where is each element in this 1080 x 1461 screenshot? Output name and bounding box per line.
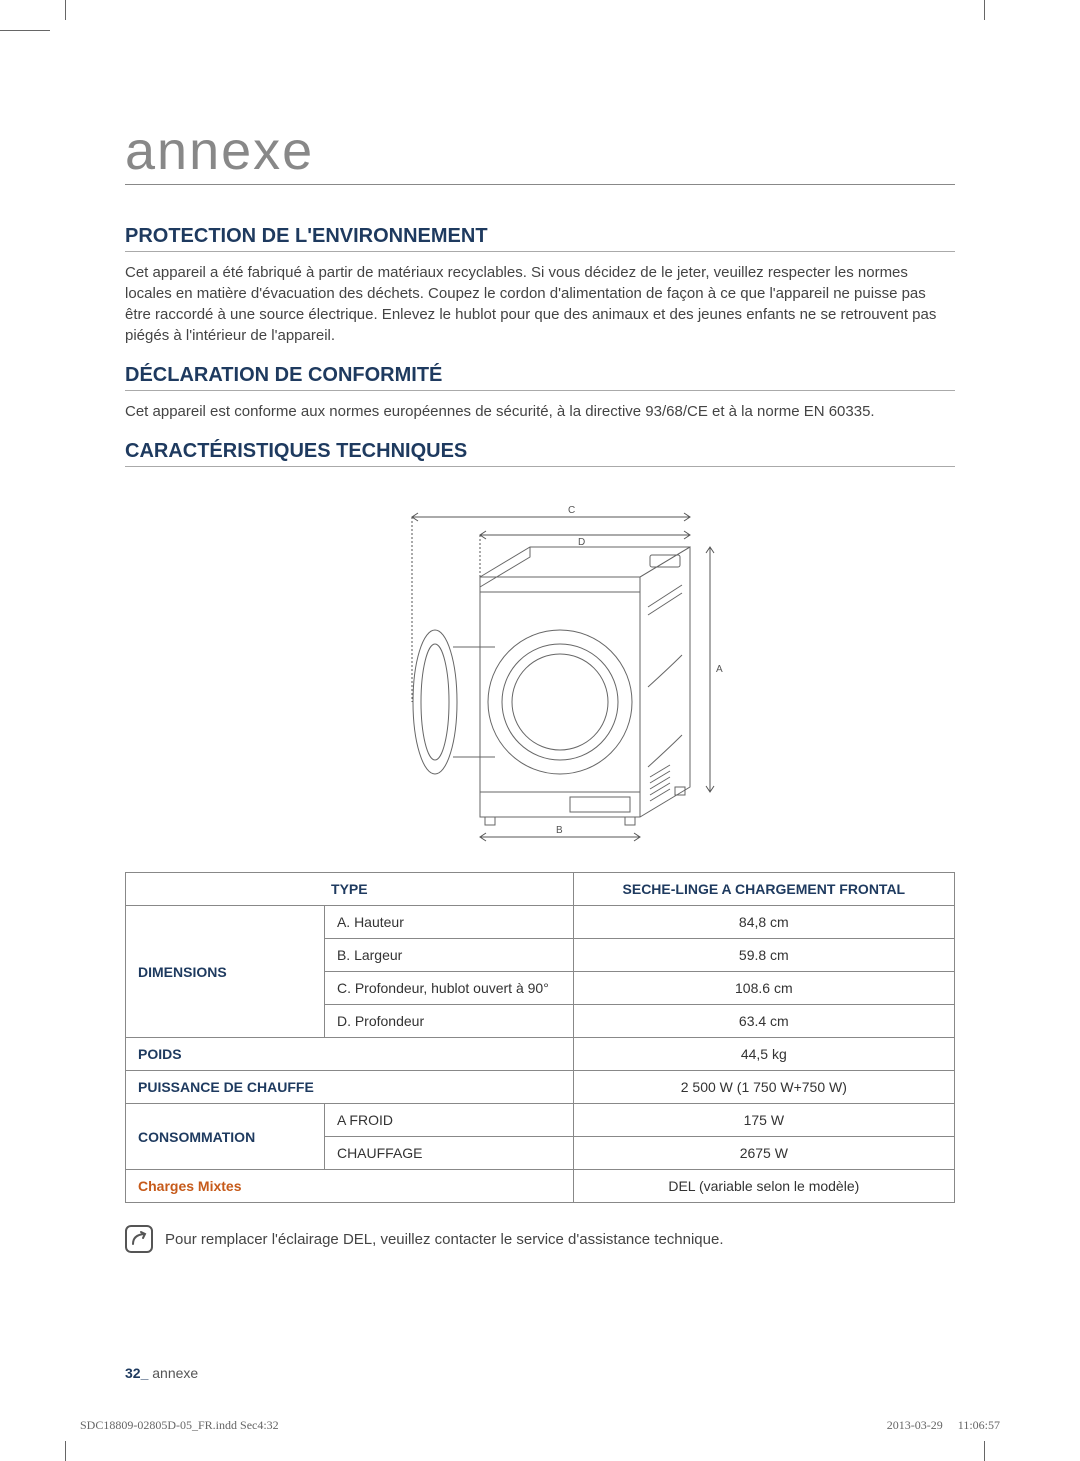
- cons-froid-value: 175 W: [573, 1104, 954, 1137]
- specs-table: TYPE SECHE-LINGE A CHARGEMENT FRONTAL DI…: [125, 872, 955, 1203]
- dim-c-value: 108.6 cm: [573, 972, 954, 1005]
- environment-heading: PROTECTION DE L'ENVIRONNEMENT: [125, 225, 955, 252]
- footer-section: annexe: [152, 1365, 198, 1381]
- puissance-label: PUISSANCE DE CHAUFFE: [126, 1071, 574, 1104]
- consommation-label: CONSOMMATION: [126, 1104, 325, 1170]
- dim-b-value: 59.8 cm: [573, 939, 954, 972]
- conformity-heading: DÉCLARATION DE CONFORMITÉ: [125, 364, 955, 391]
- table-header-product: SECHE-LINGE A CHARGEMENT FRONTAL: [573, 873, 954, 906]
- specs-heading: CARACTÉRISTIQUES TECHNIQUES: [125, 440, 955, 467]
- dim-a-label: A. Hauteur: [324, 906, 573, 939]
- svg-text:D: D: [578, 537, 585, 548]
- print-time: 11:06:57: [958, 1418, 1000, 1432]
- dim-a-value: 84,8 cm: [573, 906, 954, 939]
- note-text: Pour remplacer l'éclairage DEL, veuillez…: [165, 1231, 724, 1248]
- poids-label: POIDS: [126, 1038, 574, 1071]
- dryer-diagram: A B C D: [350, 487, 730, 847]
- page-content: annexe PROTECTION DE L'ENVIRONNEMENT Cet…: [125, 120, 955, 1253]
- cons-chauffage-value: 2675 W: [573, 1137, 954, 1170]
- page-title: annexe: [125, 120, 955, 185]
- note-icon: [125, 1225, 153, 1253]
- charges-value: DEL (variable selon le modèle): [573, 1170, 954, 1203]
- page-footer: 32_ annexe: [125, 1365, 955, 1381]
- charges-label: Charges Mixtes: [126, 1170, 574, 1203]
- svg-text:B: B: [556, 825, 563, 836]
- poids-value: 44,5 kg: [573, 1038, 954, 1071]
- puissance-value: 2 500 W (1 750 W+750 W): [573, 1071, 954, 1104]
- environment-body: Cet appareil a été fabriqué à partir de …: [125, 262, 955, 346]
- print-date: 2013-03-29: [887, 1418, 943, 1432]
- page-number: 32_: [125, 1365, 148, 1381]
- print-file: SDC18809-02805D-05_FR.indd Sec4:32: [80, 1418, 279, 1433]
- table-header-type: TYPE: [126, 873, 574, 906]
- dim-d-value: 63.4 cm: [573, 1005, 954, 1038]
- cons-chauffage-label: CHAUFFAGE: [324, 1137, 573, 1170]
- svg-text:A: A: [716, 664, 723, 675]
- conformity-body: Cet appareil est conforme aux normes eur…: [125, 401, 955, 422]
- note-row: Pour remplacer l'éclairage DEL, veuillez…: [125, 1225, 955, 1253]
- cons-froid-label: A FROID: [324, 1104, 573, 1137]
- dim-b-label: B. Largeur: [324, 939, 573, 972]
- dim-d-label: D. Profondeur: [324, 1005, 573, 1038]
- dim-c-label: C. Profondeur, hublot ouvert à 90°: [324, 972, 573, 1005]
- svg-text:C: C: [568, 505, 575, 516]
- dimensions-label: DIMENSIONS: [126, 906, 325, 1038]
- print-footer: SDC18809-02805D-05_FR.indd Sec4:32 2013-…: [80, 1418, 1000, 1433]
